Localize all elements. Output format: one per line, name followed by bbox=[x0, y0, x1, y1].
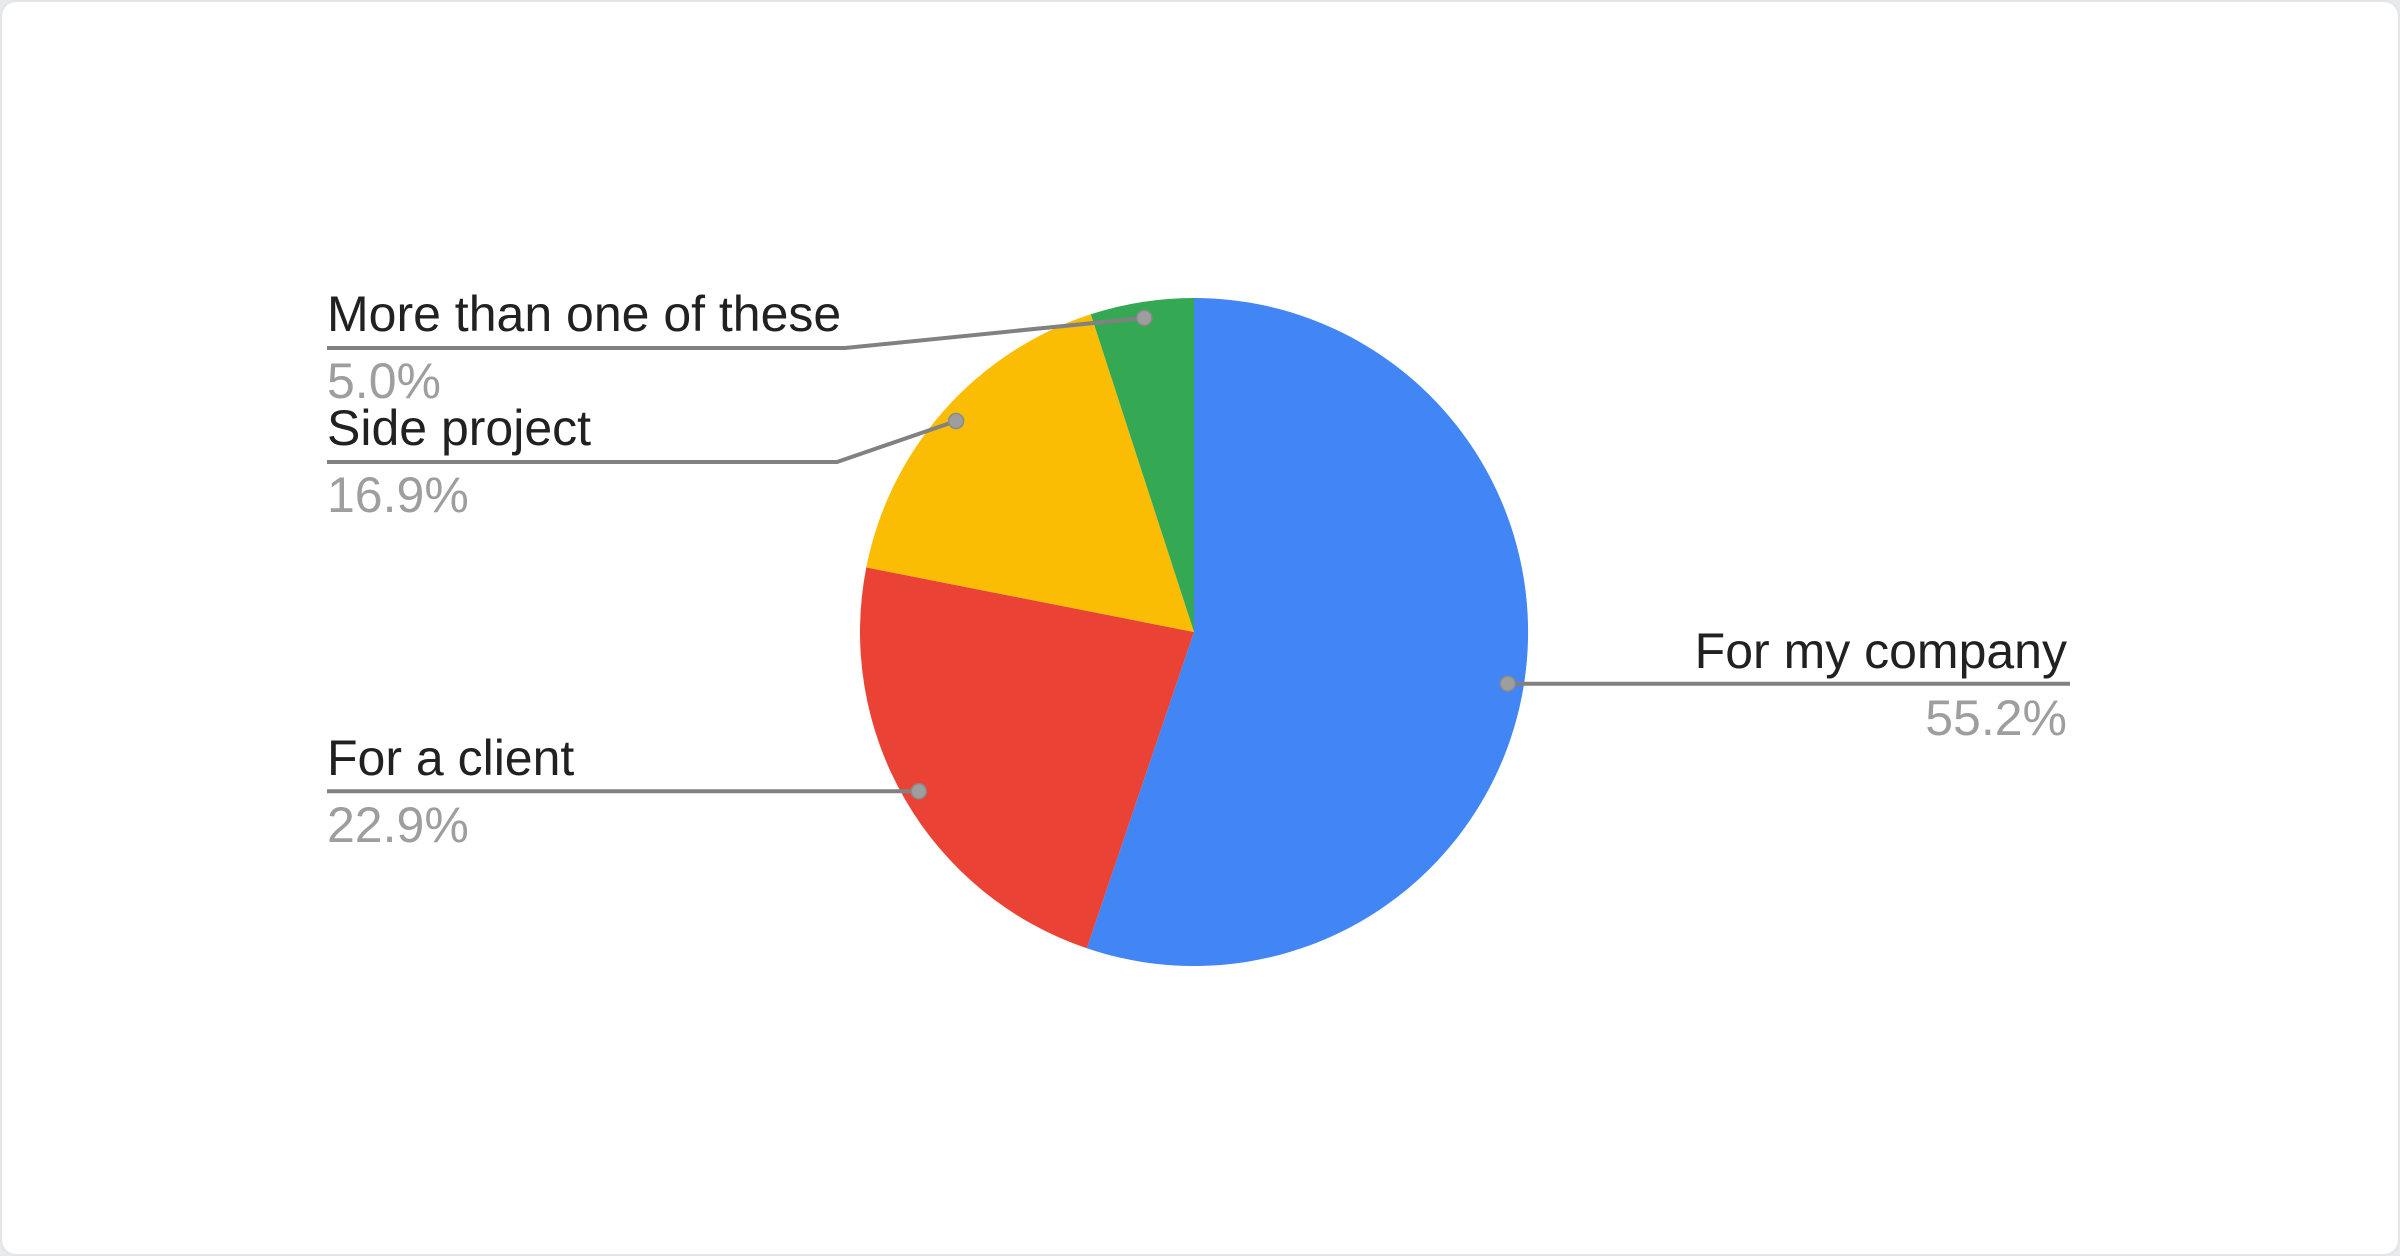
pie-slice-side-project[interactable] bbox=[866, 314, 1194, 632]
callout-percent-for-a-client: 22.9% bbox=[327, 797, 469, 853]
callout-dot-for-a-client bbox=[910, 783, 928, 800]
callout-label-for-a-client: For a client bbox=[327, 730, 575, 786]
callout-percent-side-project: 16.9% bbox=[327, 467, 469, 523]
callout-label-more-than-one: More than one of these bbox=[327, 286, 842, 342]
pie-slice-more-than-one-of-these[interactable] bbox=[1090, 297, 1194, 632]
callout-label-for-my-company: For my company bbox=[1694, 623, 2067, 679]
callout-dot-side-project bbox=[947, 412, 965, 430]
callout-dot-more-than-one-of-these bbox=[1136, 309, 1153, 327]
callout-dot-for-my-company bbox=[1499, 675, 1517, 692]
callout-percent-for-my-company: 55.2% bbox=[1925, 690, 2067, 746]
callout-leader-line-side-project bbox=[327, 419, 957, 464]
callout-leader-line-more-than-one-of-these bbox=[327, 315, 1145, 350]
callout-percent-more-than-one: 5.0% bbox=[327, 353, 441, 409]
pie-slice-for-my-company[interactable] bbox=[1086, 298, 1529, 966]
callout-label-side-project: Side project bbox=[327, 400, 592, 456]
pie-slice-for-a-client[interactable] bbox=[859, 567, 1194, 949]
